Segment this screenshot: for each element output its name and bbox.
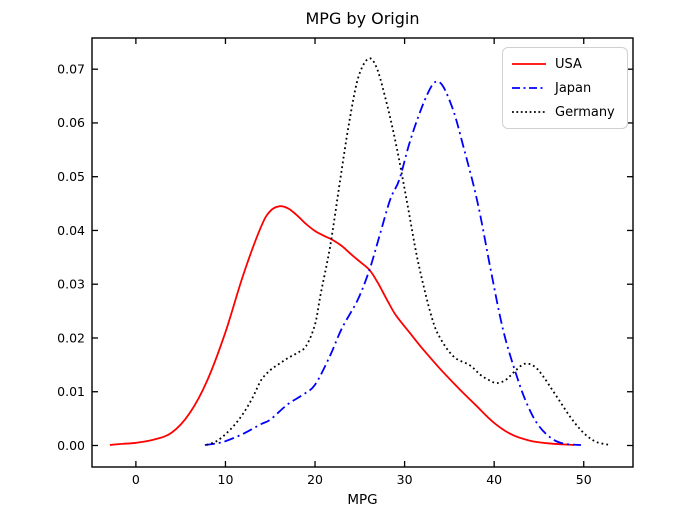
y-tick-label: 0.03	[57, 277, 85, 292]
legend-label-usa: USA	[555, 56, 582, 72]
y-tick-label: 0.01	[57, 384, 85, 399]
legend-label-germany: Germany	[555, 104, 615, 120]
legend-item-germany: Germany	[512, 103, 617, 121]
germany-line-sample-icon	[512, 111, 546, 113]
y-tick-label: 0.06	[57, 115, 85, 130]
germany-curve	[206, 57, 610, 446]
x-axis-label: MPG	[347, 492, 378, 508]
legend-label-japan: Japan	[555, 80, 592, 96]
x-tick-label: 50	[576, 472, 592, 487]
x-tick-label: 30	[397, 472, 413, 487]
plot-title: MPG by Origin	[305, 9, 420, 28]
y-tick-label: 0.07	[57, 61, 85, 76]
y-tick-label: 0.02	[57, 330, 85, 345]
legend: USA Japan Germany	[502, 47, 628, 129]
x-tick-label: 40	[486, 472, 502, 487]
y-tick-label: 0.04	[57, 223, 85, 238]
legend-item-usa: USA	[512, 55, 617, 73]
usa-curve	[109, 205, 574, 446]
axes-spines	[91, 37, 634, 468]
y-tick-label: 0.00	[57, 438, 85, 453]
japan-curve	[204, 80, 582, 446]
japan-line-sample-icon	[512, 87, 546, 89]
x-tick-label: 0	[132, 472, 140, 487]
y-tick-label: 0.05	[57, 169, 85, 184]
usa-line-sample-icon	[512, 63, 546, 65]
x-tick-label: 20	[307, 472, 323, 487]
legend-item-japan: Japan	[512, 79, 617, 97]
x-tick-label: 10	[218, 472, 234, 487]
